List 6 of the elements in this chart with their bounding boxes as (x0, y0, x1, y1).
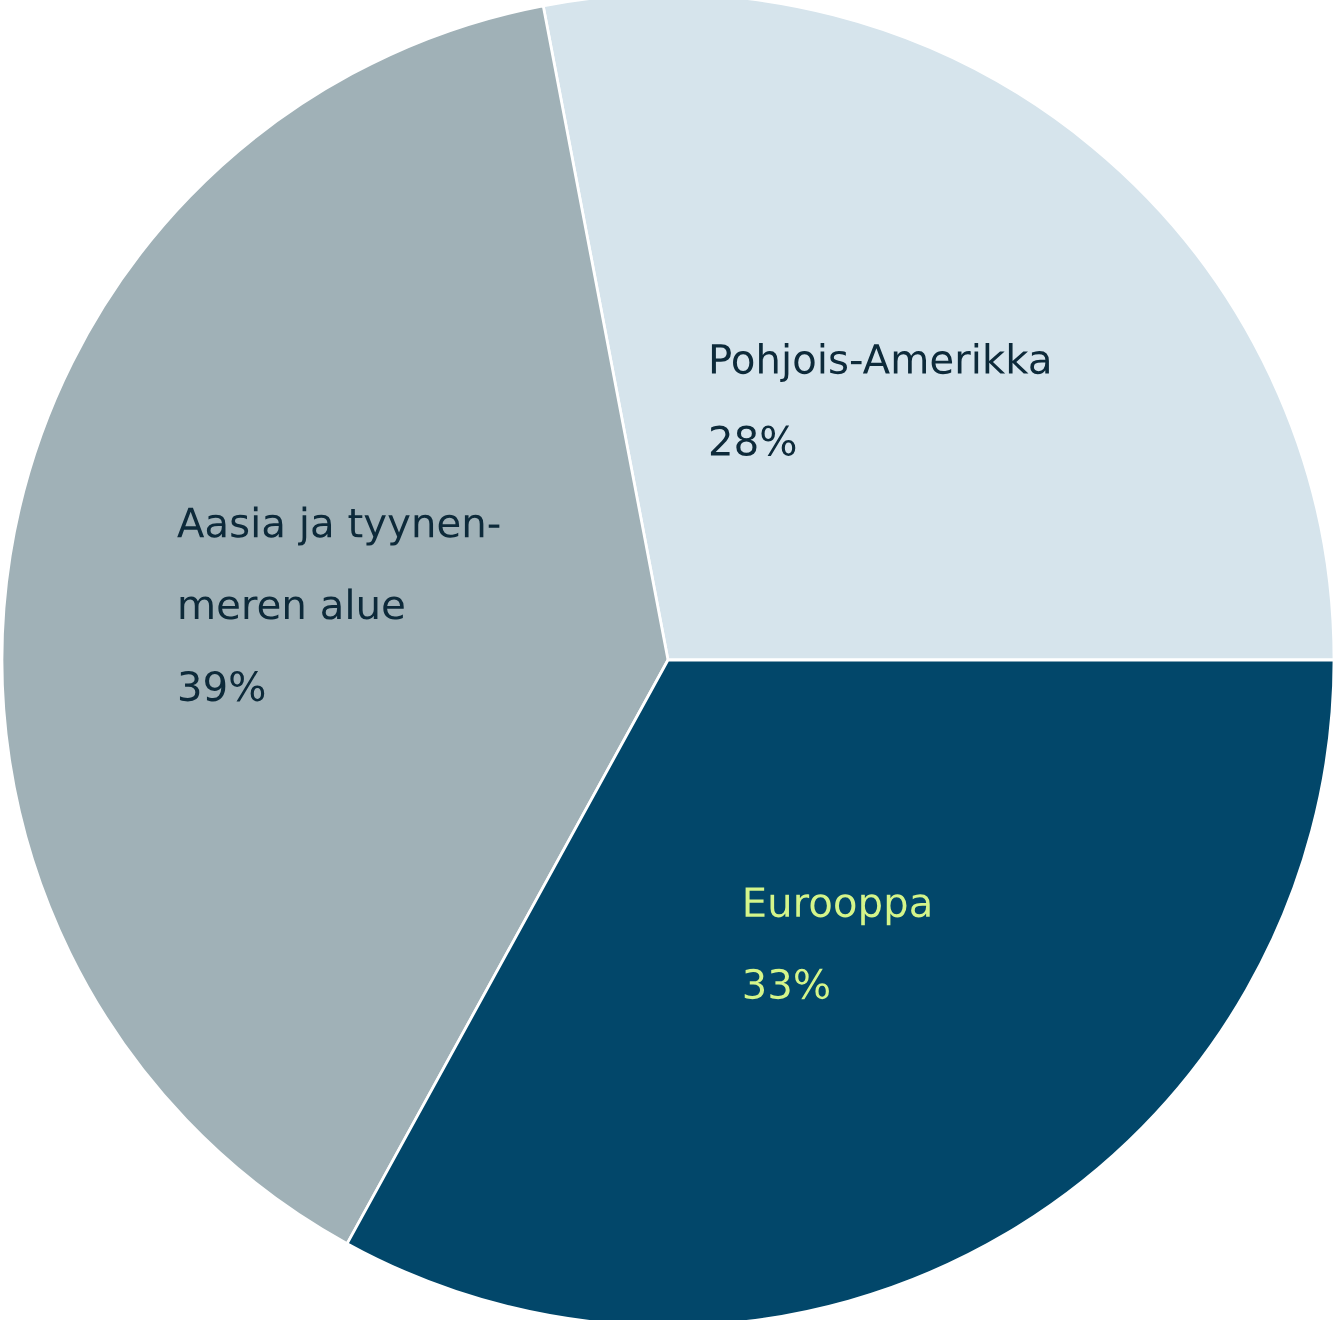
slice-label: Eurooppa (745, 887, 930, 926)
slice-label: Pohjois-Amerikka (711, 343, 1049, 382)
data-label: 39% (179, 670, 265, 702)
data-label: 33% (744, 968, 829, 1000)
data-label: 28% (710, 425, 796, 457)
slice-label: Aasia ja tyynen- meren alue (177, 506, 500, 620)
